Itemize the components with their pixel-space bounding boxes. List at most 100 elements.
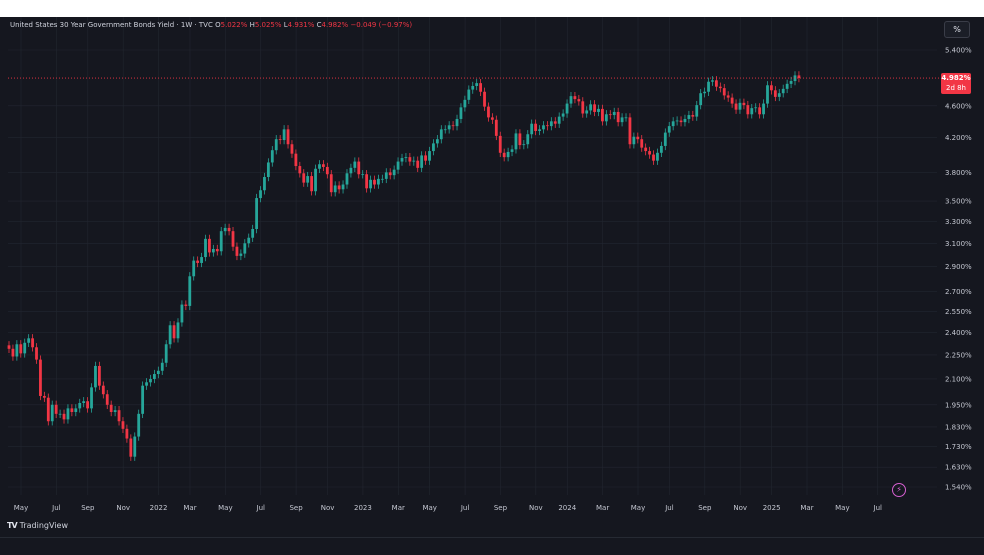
candle-body (149, 378, 152, 383)
candle-body (667, 126, 671, 133)
candle-body (608, 114, 612, 116)
x-tick-label: Mar (800, 504, 813, 512)
candle-body (196, 260, 200, 263)
candle-body (188, 276, 192, 306)
candle-body (223, 227, 227, 232)
x-tick-label: May (422, 504, 436, 512)
candle-body (494, 119, 498, 136)
y-tick-label: 3.500% (945, 198, 972, 206)
candle-body (644, 147, 648, 152)
y-tick-label: 2.250% (945, 351, 972, 359)
y-tick-label: 1.540% (945, 484, 972, 492)
candle-body (11, 348, 15, 357)
x-tick-label: Sep (494, 504, 508, 512)
candle-body (640, 139, 644, 148)
candle-body (50, 404, 54, 422)
y-tick-label: 1.830% (945, 423, 972, 431)
candle-body (215, 248, 219, 252)
candle-body (726, 95, 730, 98)
high-label: H (249, 21, 255, 29)
y-tick-label: 1.950% (945, 401, 972, 409)
x-tick-label: May (218, 504, 232, 512)
candle-body (538, 129, 541, 131)
candle-body (526, 134, 530, 145)
candle-body (78, 402, 82, 409)
candle-body (589, 104, 593, 111)
candle-body (573, 96, 577, 100)
y-tick-label: 4.200% (945, 134, 972, 142)
candle-body (82, 401, 86, 403)
candle-body (388, 172, 392, 176)
brand[interactable]: TV TradingView (7, 521, 68, 530)
candle-body (322, 164, 325, 167)
candle-body (145, 382, 148, 386)
x-tick-label: Jul (51, 504, 61, 512)
candle-body (734, 103, 738, 110)
candle-body (361, 174, 365, 176)
x-tick-label: Jul (460, 504, 470, 512)
candle-body (711, 80, 714, 82)
candle-body (101, 385, 105, 395)
candle-body (31, 338, 34, 348)
candle-body (243, 243, 247, 254)
candle-body (247, 237, 251, 244)
candle-body (176, 322, 180, 339)
candle-body (691, 115, 695, 117)
candle-body (278, 139, 282, 141)
candle-body (549, 121, 553, 127)
candle-body (294, 153, 298, 167)
candle-body (762, 103, 765, 115)
candle-body (656, 152, 659, 161)
x-tick-label: Nov (529, 504, 543, 512)
candle-body (663, 132, 667, 146)
candle-body (392, 169, 396, 176)
candle-body (750, 108, 754, 115)
candle-body (510, 149, 514, 152)
candle-body (490, 117, 494, 120)
candle-body (369, 179, 372, 189)
candle-body (636, 136, 640, 140)
candle-body (274, 139, 278, 151)
candle-body (683, 118, 687, 123)
candle-body (432, 143, 435, 152)
candle-body (180, 304, 184, 323)
candle-body (204, 238, 207, 258)
y-tick-label: 4.600% (945, 102, 972, 110)
x-tick-label: Nov (321, 504, 335, 512)
candle-body (380, 178, 384, 180)
candle-body (109, 404, 113, 413)
candle-body (255, 198, 258, 230)
y-tick-label: 2.900% (945, 263, 972, 271)
candle-body (467, 89, 471, 100)
candle-body (263, 177, 266, 191)
candle-body (19, 344, 23, 354)
candle-body (35, 347, 38, 360)
lightning-icon[interactable]: ⚡ (892, 483, 906, 497)
candle-body (561, 113, 565, 117)
candle-body (416, 160, 420, 168)
candle-body (777, 93, 781, 97)
candle-body (184, 304, 188, 306)
candle-body (408, 157, 412, 162)
x-tick-label: May (835, 504, 849, 512)
candle-body (781, 88, 785, 94)
x-tick-label: 2025 (763, 504, 781, 512)
candle-body (349, 167, 353, 174)
countdown-value: 2d 8h (945, 84, 966, 92)
candle-body (286, 129, 290, 145)
candle-body (384, 172, 388, 179)
x-tick-label: Jul (256, 504, 266, 512)
candle-body (86, 401, 89, 409)
candle-body (703, 91, 707, 94)
percent-scale-button[interactable]: % (944, 21, 970, 38)
candle-body (506, 151, 510, 158)
candle-body (758, 107, 762, 115)
close-value: 4.982% (321, 21, 349, 29)
y-tick-label: 2.700% (945, 288, 972, 296)
candle-body (400, 158, 404, 162)
candle-body (675, 120, 679, 122)
symbol-legend[interactable]: United States 30 Year Government Bonds Y… (10, 21, 412, 29)
candle-body (699, 93, 703, 106)
y-axis: 5.400% 4.600% 4.200% 3.800% 3.500% 3.300% 3.10… (945, 47, 972, 492)
